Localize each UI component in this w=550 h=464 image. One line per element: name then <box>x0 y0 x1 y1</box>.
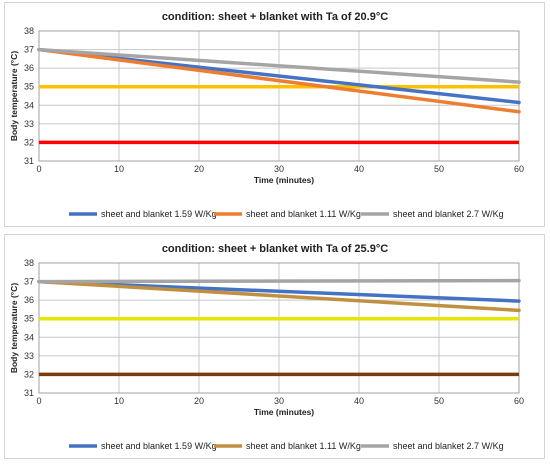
y-tick-label: 31 <box>24 156 34 166</box>
legend-label-2: sheet and blanket 1.11 W/Kg <box>246 209 361 219</box>
y-tick-label: 38 <box>24 258 34 268</box>
legend-label-1: sheet and blanket 1.59 W/Kg <box>101 209 217 219</box>
y-tick-label: 31 <box>24 388 34 398</box>
x-tick-label: 60 <box>514 164 524 174</box>
chart-1: condition: sheet + blanket with Ta of 20… <box>9 11 524 219</box>
series-line-3 <box>37 47 521 84</box>
x-tick-label: 40 <box>354 396 364 406</box>
x-tick-label: 10 <box>114 164 124 174</box>
x-tick-label: 10 <box>114 396 124 406</box>
y-tick-label: 36 <box>24 295 34 305</box>
x-tick-label: 0 <box>36 164 41 174</box>
plot-area <box>38 262 520 394</box>
x-tick-label: 20 <box>194 164 204 174</box>
y-tick-label: 34 <box>24 332 34 342</box>
x-axis-label: Time (minutes) <box>254 407 314 417</box>
x-tick-label: 50 <box>434 396 444 406</box>
y-tick-label: 38 <box>24 26 34 36</box>
plot-area <box>38 30 520 162</box>
y-tick-label: 35 <box>24 314 34 324</box>
series-line-2 <box>37 279 521 313</box>
chart-2: condition: sheet + blanket with Ta of 25… <box>9 243 524 451</box>
series-line-2 <box>37 47 521 114</box>
y-axis-label: Body temperature (°C) <box>9 51 19 141</box>
x-tick-label: 60 <box>514 396 524 406</box>
x-tick-label: 40 <box>354 164 364 174</box>
y-tick-label: 32 <box>24 369 34 379</box>
y-tick-label: 36 <box>24 63 34 73</box>
legend-label-3: sheet and blanket 2.7 W/Kg <box>393 209 504 219</box>
x-axis-label: Time (minutes) <box>254 175 314 185</box>
chart-title: condition: sheet + blanket with Ta of 20… <box>162 11 388 23</box>
x-tick-label: 0 <box>36 396 41 406</box>
x-tick-label: 20 <box>194 396 204 406</box>
y-tick-label: 34 <box>24 100 34 110</box>
y-tick-label: 35 <box>24 82 34 92</box>
chart-title: condition: sheet + blanket with Ta of 25… <box>162 243 388 255</box>
chart-panel-2: condition: sheet + blanket with Ta of 25… <box>4 234 545 459</box>
legend-label-2: sheet and blanket 1.11 W/Kg <box>246 441 361 451</box>
x-tick-label: 50 <box>434 164 444 174</box>
y-tick-label: 37 <box>24 45 34 55</box>
series-line-3 <box>37 278 521 284</box>
y-tick-label: 33 <box>24 351 34 361</box>
legend-label-3: sheet and blanket 2.7 W/Kg <box>393 441 504 451</box>
x-tick-label: 30 <box>274 396 284 406</box>
y-axis-label: Body temperature (°C) <box>9 283 19 373</box>
y-tick-label: 33 <box>24 119 34 129</box>
chart-panel-1: condition: sheet + blanket with Ta of 20… <box>4 2 545 227</box>
y-tick-label: 32 <box>24 137 34 147</box>
y-tick-label: 37 <box>24 277 34 287</box>
legend-label-1: sheet and blanket 1.59 W/Kg <box>101 441 217 451</box>
x-tick-label: 30 <box>274 164 284 174</box>
